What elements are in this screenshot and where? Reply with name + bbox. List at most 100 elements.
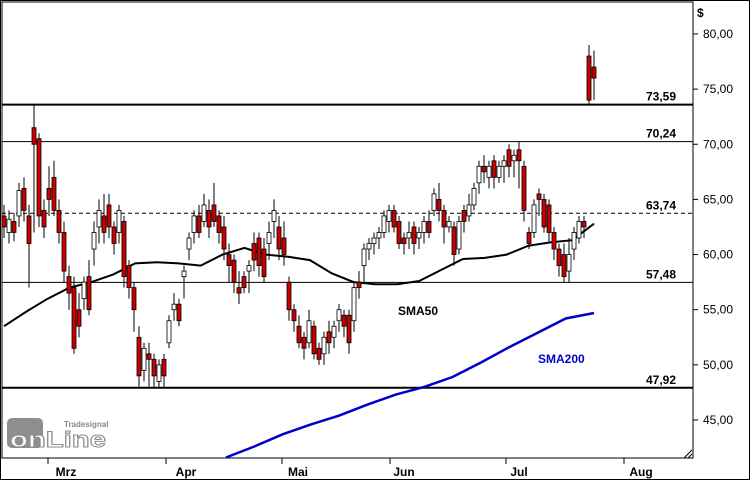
- candle-body: [371, 237, 377, 244]
- candle-body: [71, 287, 77, 349]
- sma200-series: [225, 311, 595, 459]
- sma50-series: [3, 222, 595, 328]
- candle-body: [256, 237, 262, 266]
- candle-body: [411, 226, 417, 244]
- candle-body: [186, 237, 192, 250]
- level-label: 63,74: [646, 198, 676, 212]
- level-label: 73,59: [646, 90, 676, 104]
- candle-body: [156, 364, 162, 382]
- logo-brand: Tradesignal: [64, 420, 108, 429]
- candle-body: [381, 215, 387, 233]
- candle-body: [521, 165, 527, 211]
- candle-body: [426, 221, 432, 233]
- candle-body: [236, 287, 242, 294]
- candle-body: [66, 276, 72, 294]
- candle-body: [511, 154, 517, 162]
- candle-body: [406, 232, 412, 239]
- candle-body: [76, 309, 82, 327]
- candle-body: [351, 287, 357, 322]
- y-tick-label: 55,00: [703, 303, 733, 317]
- candle-body: [216, 215, 222, 233]
- candle-body: [6, 218, 12, 233]
- candle-body: [251, 243, 257, 261]
- y-tick-label: 50,00: [703, 358, 733, 372]
- candle-body: [221, 226, 227, 250]
- sma50-line: [3, 222, 595, 328]
- y-axis: 45,00 50,00 55,00 60,00 65,00 70,00 75,00 80,00: [693, 27, 733, 427]
- candle-body: [16, 190, 22, 217]
- candle-body: [246, 265, 252, 272]
- candle-body: [86, 276, 92, 311]
- candle-body: [136, 336, 142, 377]
- candle-body: [1, 215, 7, 228]
- candle-body: [36, 138, 42, 217]
- candle-body: [326, 331, 332, 344]
- candle-body: [586, 55, 592, 101]
- candle-body: [231, 259, 237, 283]
- candle-body: [486, 165, 492, 178]
- candle-body: [341, 314, 347, 327]
- candle-body: [456, 221, 462, 250]
- candle-body: [376, 232, 382, 239]
- candle-body: [436, 198, 442, 211]
- y-axis-currency-label: $: [697, 6, 704, 20]
- candle-body: [441, 210, 447, 228]
- candle-body: [106, 204, 112, 228]
- candle-body: [416, 232, 422, 239]
- candle-body: [26, 215, 32, 244]
- y-tick-label: 60,00: [703, 248, 733, 262]
- candle-body: [196, 215, 202, 233]
- candle-body: [421, 221, 427, 233]
- candle-body: [271, 210, 277, 222]
- candle-body: [296, 325, 302, 344]
- level-label: 47,92: [646, 373, 676, 387]
- tradesignal-online-logo: Tradesignal onLine: [7, 418, 108, 453]
- sma200-line: [225, 311, 595, 459]
- candle-body: [276, 226, 282, 250]
- y-tick-label: 80,00: [703, 27, 733, 41]
- candles: [1, 44, 597, 389]
- candle-body: [301, 336, 307, 349]
- candle-body: [446, 221, 452, 228]
- candle-body: [181, 270, 187, 278]
- candle-body: [316, 347, 322, 360]
- candle-body: [366, 243, 372, 250]
- candle-body: [151, 358, 157, 377]
- x-tick-label: Mrz: [56, 465, 77, 479]
- candle-body: [41, 210, 47, 228]
- candle-body: [126, 265, 132, 289]
- candle-body: [161, 358, 167, 377]
- resize-corner-icon: [683, 449, 693, 459]
- candle-body: [531, 204, 537, 233]
- level-label: 57,48: [646, 267, 676, 281]
- candle-body: [211, 204, 217, 222]
- candle-body: [356, 281, 362, 289]
- candle-body: [546, 204, 552, 233]
- candle-body: [191, 215, 197, 233]
- x-tick-label: Apr: [176, 465, 197, 479]
- candle-body: [361, 248, 367, 266]
- candle-body: [261, 248, 267, 278]
- candle-body: [496, 165, 502, 178]
- candle-body: [321, 336, 327, 355]
- candle-body: [346, 314, 352, 344]
- x-tick-label: Jul: [510, 465, 527, 479]
- candle-body: [306, 320, 312, 344]
- candle-body: [101, 215, 107, 233]
- candle-body: [451, 226, 457, 255]
- candle-body: [116, 210, 122, 233]
- candle-body: [166, 320, 172, 344]
- logo-name: onLine: [10, 427, 106, 452]
- candle-body: [581, 221, 587, 228]
- y-tick-label: 70,00: [703, 137, 733, 151]
- candle-body: [311, 325, 317, 355]
- candle-body: [336, 309, 342, 322]
- candle-body: [291, 309, 297, 322]
- candle-body: [201, 204, 207, 222]
- candle-body: [526, 232, 532, 244]
- candle-body: [286, 281, 292, 311]
- candle-body: [571, 232, 577, 250]
- candle-body: [506, 149, 512, 167]
